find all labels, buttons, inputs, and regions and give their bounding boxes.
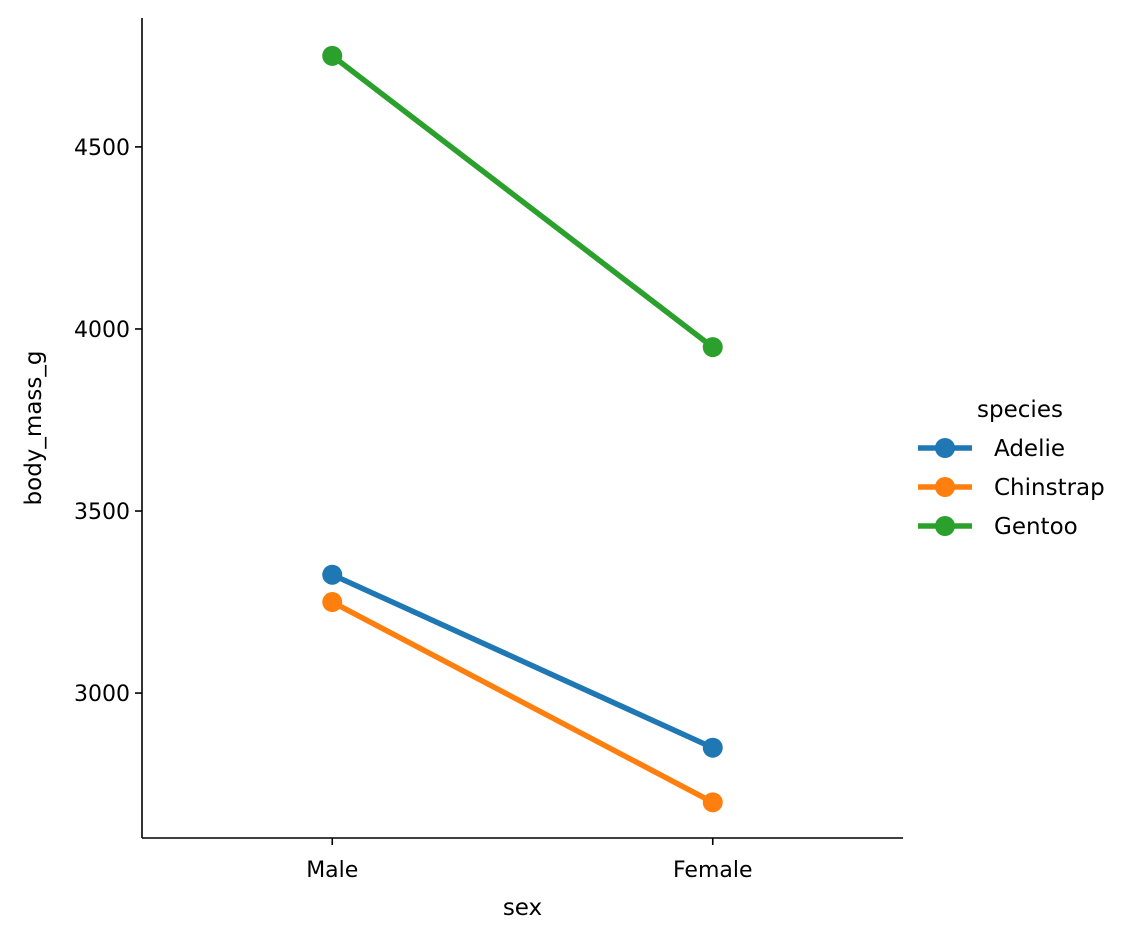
legend-marker-chinstrap bbox=[935, 477, 955, 497]
series-line-gentoo bbox=[330, 53, 715, 350]
legend-marker-adelie bbox=[935, 438, 955, 458]
series-group bbox=[322, 45, 723, 813]
y-tick-label: 4000 bbox=[74, 318, 130, 343]
data-point-chinstrap bbox=[702, 792, 723, 813]
data-point-adelie bbox=[702, 737, 723, 758]
legend-label-adelie: Adelie bbox=[994, 436, 1065, 462]
data-point-adelie bbox=[322, 564, 343, 585]
y-axis-label: body_mass_g bbox=[21, 351, 47, 506]
series-line-adelie bbox=[331, 572, 714, 751]
legend: species Adelie Chinstrap Gentoo bbox=[918, 397, 1105, 540]
axes: 3000 3500 4000 4500 Male Female sex body_mass_g bbox=[21, 18, 903, 921]
y-tick-label: 4500 bbox=[74, 136, 130, 161]
y-tick-label: 3000 bbox=[74, 682, 130, 707]
series-line-chinstrap bbox=[330, 599, 715, 805]
legend-label-chinstrap: Chinstrap bbox=[994, 475, 1105, 501]
legend-label-gentoo: Gentoo bbox=[994, 514, 1078, 540]
x-tick-label: Male bbox=[306, 858, 358, 883]
data-point-gentoo bbox=[702, 337, 723, 358]
legend-title: species bbox=[977, 397, 1063, 423]
x-axis-label: sex bbox=[503, 895, 542, 921]
data-point-chinstrap bbox=[322, 592, 343, 613]
y-tick-label: 3500 bbox=[74, 500, 130, 525]
x-tick-label: Female bbox=[673, 858, 753, 883]
legend-marker-gentoo bbox=[935, 516, 955, 536]
data-point-gentoo bbox=[322, 45, 343, 66]
